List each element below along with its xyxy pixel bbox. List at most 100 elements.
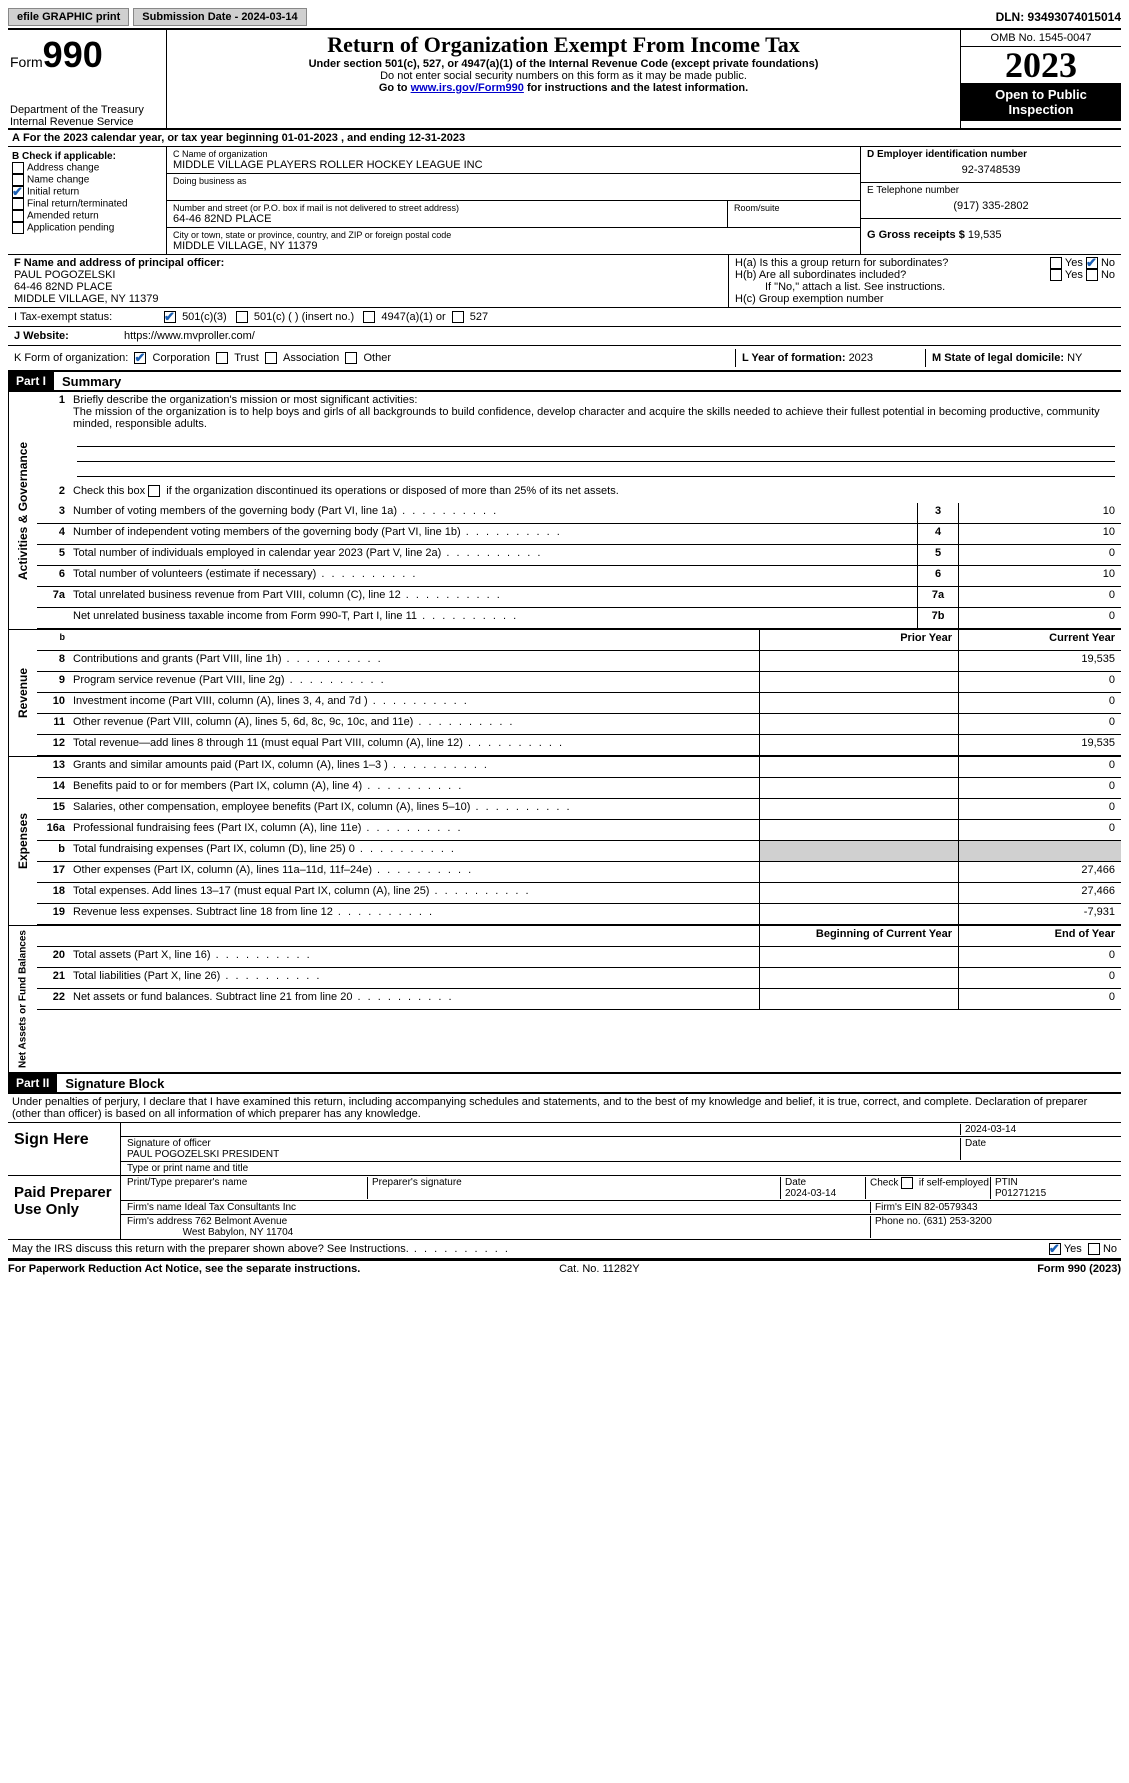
form-word: Form [10,54,43,70]
i-o1: 501(c)(3) [182,311,227,323]
m-val: NY [1067,352,1082,364]
table-revenue: Revenue b Prior Year Current Year 8Contr… [8,629,1121,756]
sig-officer: PAUL POGOZELSKI PRESIDENT [127,1149,279,1160]
checkbox-hb-yes[interactable] [1050,269,1062,281]
table-row: bTotal fundraising expenses (Part IX, co… [37,841,1121,862]
prep-date: 2024-03-14 [785,1188,836,1199]
ha-no: No [1101,257,1115,269]
table-row: 20Total assets (Part X, line 16)0 [37,947,1121,968]
c-city-label: City or town, state or province, country… [173,230,854,240]
irs-label: Internal Revenue Service [10,116,160,128]
checkbox-assoc[interactable] [265,352,277,364]
top-bar: efile GRAPHIC print Submission Date - 20… [8,8,1121,30]
hdr-current: Current Year [958,630,1121,650]
row-a-tax-year: A For the 2023 calendar year, or tax yea… [8,130,1121,147]
k-o4: Other [364,352,392,364]
checkbox-application-pending[interactable] [12,222,24,234]
row-a-pre: For the 2023 calendar year, or tax year … [23,132,282,144]
table-row: 3Number of voting members of the governi… [37,503,1121,524]
sig-officer-label: Signature of officer [127,1138,211,1149]
b-label: B Check if applicable: [12,151,162,162]
table-row: 15Salaries, other compensation, employee… [37,799,1121,820]
c-name-label: C Name of organization [173,149,854,159]
officer-street: 64-46 82ND PLACE [14,281,722,293]
may-no: No [1103,1243,1117,1255]
firm-phone: (631) 253-3200 [923,1216,991,1227]
checkbox-l2[interactable] [148,485,160,497]
c-dba-label: Doing business as [173,176,854,186]
l1-label: Briefly describe the organization's miss… [73,394,417,406]
opt-name-change: Name change [27,175,89,186]
submission-date: Submission Date - 2024-03-14 [133,8,306,26]
firm-name-label: Firm's name [127,1202,184,1213]
checkbox-hb-no[interactable] [1086,269,1098,281]
irs-link[interactable]: www.irs.gov/Form990 [411,82,524,94]
checkbox-501c[interactable] [236,311,248,323]
sign-here-label: Sign Here [8,1123,121,1175]
table-row: 18Total expenses. Add lines 13–17 (must … [37,883,1121,904]
paid-preparer-label: Paid Preparer Use Only [8,1176,121,1239]
checkbox-ha-no[interactable] [1086,257,1098,269]
opt-amended-return: Amended return [27,211,99,222]
phone-value: (917) 335-2802 [867,196,1115,216]
checkbox-other[interactable] [345,352,357,364]
officer-name: PAUL POGOZELSKI [14,269,722,281]
sig-date-label: Date [960,1138,1115,1160]
part2-num: Part II [8,1074,57,1092]
checkbox-self-employed[interactable] [901,1177,913,1189]
checkbox-initial-return[interactable] [12,186,24,198]
form-subtitle-1: Under section 501(c), 527, or 4947(a)(1)… [173,58,954,70]
may-irs-text: May the IRS discuss this return with the… [12,1243,1049,1255]
check-self: Check if self-employed [865,1177,990,1199]
checkbox-527[interactable] [452,311,464,323]
opt-application-pending: Application pending [27,223,114,234]
may-yes: Yes [1064,1243,1082,1255]
opt-initial-return: Initial return [27,187,79,198]
open-inspection: Open to Public Inspection [961,83,1121,121]
l1-text: The mission of the organization is to he… [73,406,1100,430]
section-bcdeg: B Check if applicable: Address change Na… [8,147,1121,255]
checkbox-trust[interactable] [216,352,228,364]
dln-label: DLN: 93493074015014 [996,10,1121,24]
ha-yes: Yes [1065,257,1083,269]
checkbox-address-change[interactable] [12,162,24,174]
checkbox-final-return[interactable] [12,198,24,210]
footer: For Paperwork Reduction Act Notice, see … [8,1260,1121,1275]
k-o3: Association [283,352,339,364]
checkbox-501c3[interactable] [164,311,176,323]
col-d: D Employer identification number 92-3748… [861,147,1121,254]
checkbox-may-no[interactable] [1088,1243,1100,1255]
table-activities-governance: Activities & Governance 1 Briefly descri… [8,391,1121,629]
row-a-mid: , and ending [338,132,409,144]
l2-rest: if the organization discontinued its ope… [163,485,619,497]
table-row: 17Other expenses (Part IX, column (A), l… [37,862,1121,883]
form-header: Form990 Department of the Treasury Inter… [8,30,1121,130]
checkbox-amended-return[interactable] [12,210,24,222]
table-row: 12Total revenue—add lines 8 through 11 (… [37,735,1121,756]
firm-ein: 82-0579343 [924,1202,977,1213]
i-o4: 527 [470,311,488,323]
efile-button[interactable]: efile GRAPHIC print [8,8,129,26]
i-o2: 501(c) ( ) (insert no.) [254,311,354,323]
j-label: J Website: [14,330,124,342]
officer-city: MIDDLE VILLAGE, NY 11379 [14,293,722,305]
footer-left: For Paperwork Reduction Act Notice, see … [8,1263,360,1275]
row-j: J Website: https://www.mvproller.com/ [8,327,1121,346]
hb-label: H(b) Are all subordinates included? [735,269,1050,281]
table-net-assets: Net Assets or Fund Balances Beginning of… [8,925,1121,1074]
checkbox-4947[interactable] [363,311,375,323]
signature-section: Under penalties of perjury, I declare th… [8,1093,1121,1260]
checkbox-corp[interactable] [134,352,146,364]
table-row: 4Number of independent voting members of… [37,524,1121,545]
tax-year: 2023 [961,47,1121,83]
checkbox-may-yes[interactable] [1049,1243,1061,1255]
sig-type-label: Type or print name and title [121,1162,1121,1175]
form-subtitle-2: Do not enter social security numbers on … [173,70,954,82]
row-a-begin: 01-01-2023 [282,132,338,144]
firm-addr2: West Babylon, NY 11704 [183,1227,294,1238]
firm-phone-label: Phone no. [875,1216,923,1227]
checkbox-ha-yes[interactable] [1050,257,1062,269]
opt-address-change: Address change [27,163,99,174]
firm-name: Ideal Tax Consultants Inc [184,1202,296,1213]
gross-receipts: 19,535 [968,229,1002,241]
